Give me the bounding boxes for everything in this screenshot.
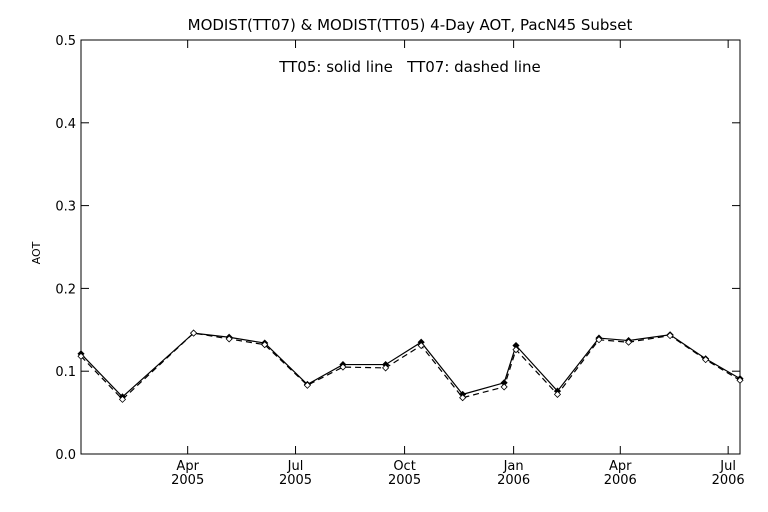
data-point-tt07 [625,338,633,346]
data-point-tt07 [553,390,562,398]
x-tick-year-label: 2005 [388,473,421,488]
plot-frame [80,39,741,455]
x-tick-month-label: Apr [609,459,632,474]
series-line-tt07 [80,332,741,401]
y-tick-label: 0.3 [55,200,76,215]
data-point-tt07 [382,364,390,372]
chart-annotation: TT05: solid line TT07: dashed line [278,58,541,76]
x-tick-month-label: Jan [503,459,524,474]
data-point-tt07 [512,346,520,354]
data-point-tt07 [339,363,347,371]
x-tick-year-label: 2006 [497,473,530,488]
y-tick-label: 0.1 [55,365,76,380]
data-point-tt07 [459,394,467,402]
data-point-tt07 [190,329,198,337]
y-tick-label: 0.2 [55,282,76,297]
data-point-tt07 [736,376,744,384]
x-tick-month-label: Jul [287,459,304,474]
data-point-tt07 [417,341,425,350]
y-tick-label: 0.5 [55,34,76,49]
x-tick-year-label: 2006 [604,473,637,488]
y-axis: 0.0 0.1 0.2 0.3 0.4 0.5 [55,34,740,463]
x-tick-year-label: 2005 [279,473,312,488]
y-tick-label: 0.4 [55,117,76,132]
data-point-tt07 [666,332,674,340]
x-tick-month-label: Apr [176,459,199,474]
data-point-tt07 [261,341,269,349]
y-tick-label: 0.0 [55,448,76,463]
x-axis: Apr2005Jul2005Oct2005Jan2006Apr2006Jul20… [171,40,745,488]
x-tick-month-label: Jul [719,459,736,474]
x-tick-year-label: 2006 [712,473,745,488]
x-tick-year-label: 2005 [171,473,204,488]
series-line-tt05 [80,332,741,398]
data-point-tt07 [500,383,508,391]
data-point-tt07 [595,336,603,344]
data-point-tt07 [702,356,710,364]
data-point-tt07 [303,381,311,389]
x-tick-month-label: Oct [393,459,415,474]
chart-title: MODIST(TT07) & MODIST(TT05) 4-Day AOT, P… [188,16,633,34]
series-layer [77,329,744,403]
data-point-tt07 [77,352,85,360]
data-point-tt07 [225,335,233,343]
y-axis-label: AOT [30,241,43,264]
data-point-tt07 [118,395,127,403]
